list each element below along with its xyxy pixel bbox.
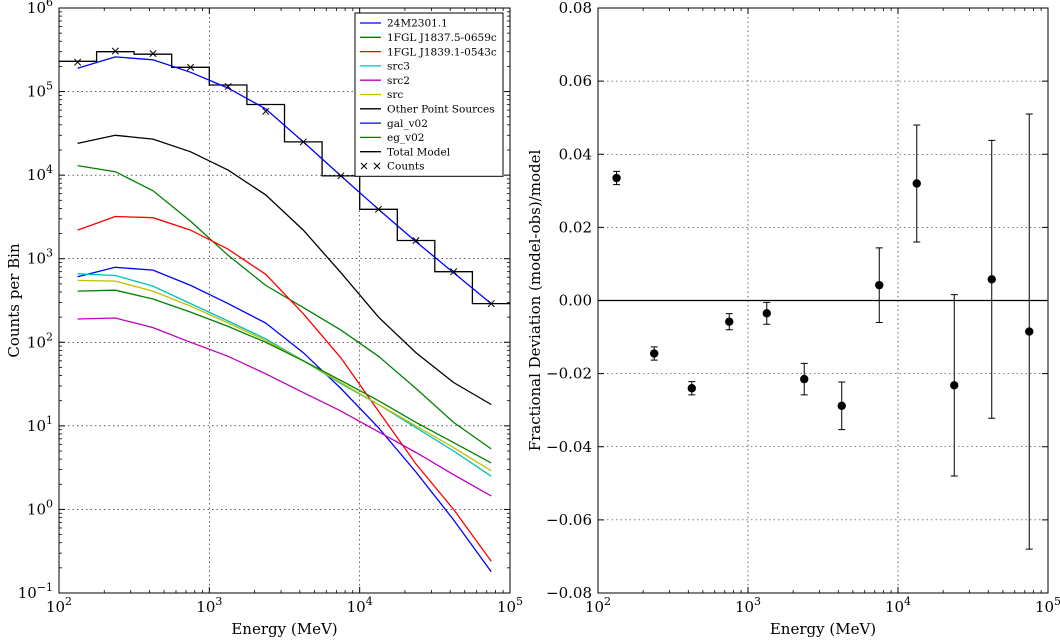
counts-marker — [374, 205, 383, 213]
legend-label-series-24m2301-1: 24M2301.1 — [387, 18, 448, 30]
x-axis-label: Energy (MeV) — [231, 620, 337, 638]
residual-point — [912, 179, 921, 188]
residual-point — [687, 384, 696, 393]
series-1fgl-j1837-5-0659c-line — [77, 164, 492, 450]
legend-swatch-counts — [360, 162, 368, 170]
y-tick-label: 101 — [27, 414, 53, 435]
x-axis-label: Energy (MeV) — [770, 620, 876, 638]
y-tick-label: 10−1 — [18, 581, 53, 602]
y-tick-label: 102 — [27, 330, 53, 351]
plot-frame — [58, 7, 511, 594]
y-tick-label: 105 — [27, 80, 53, 101]
y-tick-label: 100 — [27, 497, 53, 518]
residual-point — [612, 173, 621, 183]
x-tick-label: 103 — [196, 595, 222, 616]
x-tick-label: 105 — [497, 595, 523, 616]
y-tick-label: 0.02 — [559, 218, 592, 236]
series-other-point-sources-line — [77, 134, 492, 406]
plot-frame — [597, 7, 1049, 594]
y-tick-label: 0.06 — [559, 72, 592, 90]
series-1fgl-j1839-1-0543c-line — [77, 215, 492, 562]
y-tick-label: −0.06 — [546, 511, 592, 529]
y-axis-label: Counts per Bin — [5, 243, 23, 358]
y-tick-label: −0.02 — [546, 365, 592, 383]
total-model-line — [59, 51, 510, 305]
x-tick-label: 105 — [1035, 595, 1060, 616]
legend-label-series-eg-v02: eg_v02 — [387, 132, 424, 144]
residual-point — [1025, 327, 1034, 336]
y-tick-label: 103 — [27, 247, 53, 268]
residuals-chart: 102 103 104 105 −0.08 −0.06 −0.04 −0.02 0.00 0.02… — [526, 0, 1060, 638]
y-tick-label: −0.04 — [546, 438, 592, 456]
legend-label-series-gal-v02: gal_v02 — [387, 118, 428, 130]
y-tick-label: −0.08 — [546, 584, 592, 602]
x-tick-label: 104 — [347, 595, 373, 616]
legend-label-total-model: Total Model — [387, 146, 451, 158]
legend-label-series-other-point-sources: Other Point Sources — [387, 104, 495, 116]
x-tick-label: 102 — [46, 595, 72, 616]
y-tick-label: 104 — [27, 163, 53, 184]
counts-marker — [149, 50, 157, 58]
x-tick-label: 102 — [585, 595, 611, 616]
legend-swatch-counts — [373, 162, 381, 170]
counts-marker — [299, 138, 307, 146]
spectrum-chart: 102 103 104 105 10−1 100 101 102 103 104 105 106 Ene… — [5, 0, 523, 638]
residual-point — [650, 349, 659, 358]
counts-marker — [224, 82, 232, 91]
counts-marker — [487, 300, 495, 308]
residual-point — [762, 309, 771, 318]
residual-point — [837, 401, 846, 410]
y-tick-label: 0.00 — [559, 292, 592, 310]
legend-label-series-1fgl-j1837-5-0659c: 1FGL J1837.5-0659c — [387, 32, 497, 44]
series-src-line — [77, 279, 492, 472]
residual-point — [725, 317, 734, 326]
y-tick-label: 0.04 — [559, 145, 592, 163]
series-src3-line — [77, 273, 492, 477]
series-gal-v02-line — [77, 56, 492, 305]
counts-marker — [412, 236, 420, 245]
residual-point — [800, 374, 809, 384]
series-src2-line — [77, 317, 492, 497]
legend-label-series-src: src — [387, 89, 403, 101]
residual-point — [987, 275, 996, 284]
y-tick-label: 0.08 — [559, 0, 592, 17]
residual-point — [875, 280, 884, 290]
counts-marker — [111, 47, 119, 55]
series-eg-v02-line — [77, 289, 492, 464]
legend-label-series-src3: src3 — [387, 61, 410, 73]
counts-marker — [262, 107, 270, 115]
y-tick-label: 106 — [27, 0, 53, 17]
counts-marker — [74, 58, 82, 66]
legend-label-counts: Counts — [387, 161, 425, 173]
counts-marker — [450, 268, 458, 276]
legend-label-series-1fgl-j1839-1-0543c: 1FGL J1839.1-0543c — [387, 46, 497, 58]
residual-point — [950, 381, 959, 390]
x-tick-label: 104 — [885, 595, 911, 616]
counts-marker — [186, 63, 195, 71]
series-24m2301-1-line — [77, 266, 492, 573]
y-axis-label: Fractional Deviation (model-obs)/model — [526, 150, 544, 452]
x-tick-label: 103 — [735, 595, 761, 616]
counts-marker — [337, 172, 345, 180]
legend-label-series-src2: src2 — [387, 75, 410, 87]
